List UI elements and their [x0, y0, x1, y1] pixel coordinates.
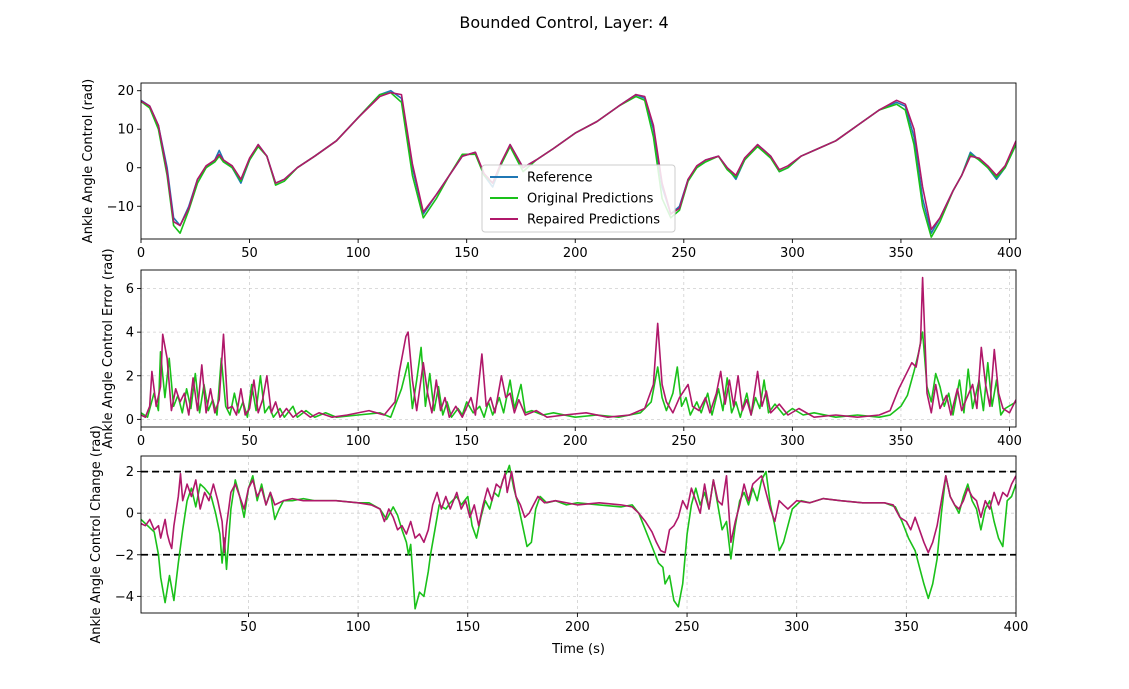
- axes-frame: [140, 455, 1017, 614]
- x-tick-label: 150: [454, 246, 479, 261]
- series-line-original: [141, 464, 1016, 610]
- axes-3: 50 100 150 200 250 300 350 400 −4 −2 0 2 Ankle Angle…: [89, 425, 1028, 657]
- x-tick-label: 100: [346, 620, 371, 635]
- series-group: [141, 276, 1016, 418]
- x-tick-label: 300: [780, 246, 805, 261]
- axes-frame: [140, 269, 1017, 428]
- series-line-repaired: [141, 470, 1016, 554]
- series-line-repaired: [141, 276, 1016, 418]
- x-tick-label: 0: [137, 434, 145, 449]
- y-tick-label: −10: [107, 200, 134, 215]
- x-tick-label: 400: [997, 246, 1022, 261]
- y-axis-label: Ankle Angle Control Error (rad): [101, 248, 116, 448]
- x-tick-label: 350: [889, 246, 914, 261]
- x-axis-label: Time (s): [551, 642, 605, 657]
- series-group: [141, 464, 1016, 610]
- y-tick-label: −2: [115, 548, 134, 563]
- y-tick-label: 20: [117, 84, 134, 99]
- x-tick-label: 250: [675, 620, 700, 635]
- x-tick-label: 350: [889, 434, 914, 449]
- y-tick-label: 10: [117, 123, 134, 138]
- x-tick-label: 200: [563, 246, 588, 261]
- x-tick-label: 50: [241, 434, 258, 449]
- figure-title: Bounded Control, Layer: 4: [459, 13, 668, 32]
- y-axis-label: Ankle Angle Control (rad): [81, 79, 96, 243]
- x-tick-label: 150: [454, 434, 479, 449]
- x-tick-label: 250: [671, 246, 696, 261]
- axes-1: 0 50 100 150 200 250 300 350 400 −10 0 10 20 Ankle An…: [81, 79, 1022, 261]
- y-tick-label: 0: [126, 161, 134, 176]
- x-tick-label: 200: [563, 434, 588, 449]
- x-tick-label: 100: [346, 246, 371, 261]
- y-tick-label: −4: [115, 590, 134, 605]
- x-tick-label: 350: [894, 620, 919, 635]
- x-tick-label: 300: [780, 434, 805, 449]
- y-tick-label: 2: [126, 465, 134, 480]
- series-line-repaired-predictions: [141, 91, 1016, 231]
- legend: Reference Original Predictions Repaired Pr…: [481, 164, 676, 233]
- legend-label: Repaired Predictions: [527, 213, 660, 228]
- y-tick-label: 2: [126, 369, 134, 384]
- legend-label: Original Predictions: [527, 192, 654, 207]
- axes-frame: [140, 82, 1017, 240]
- x-tick-label: 400: [1004, 620, 1029, 635]
- y-tick-label: 6: [126, 282, 134, 297]
- x-tick-label: 300: [784, 620, 809, 635]
- legend-box: [481, 164, 676, 233]
- x-tick-label: 250: [671, 434, 696, 449]
- axes-2: 0 50 100 150 200 250 300 350 400 0 2 4 6 Ankle Angle …: [101, 248, 1022, 449]
- x-tick-label: 400: [997, 434, 1022, 449]
- x-tick-label: 50: [241, 246, 258, 261]
- legend-label: Reference: [527, 171, 592, 186]
- x-tick-label: 150: [455, 620, 480, 635]
- y-axis-label: Ankle Angle Control Change (rad): [89, 425, 104, 643]
- series-line-original: [141, 331, 1016, 418]
- x-tick-label: 100: [346, 434, 371, 449]
- y-tick-label: 0: [126, 507, 134, 522]
- y-tick-label: 0: [126, 413, 134, 428]
- series-group: [141, 89, 1016, 238]
- y-tick-label: 4: [126, 326, 134, 341]
- x-tick-label: 200: [565, 620, 590, 635]
- x-tick-label: 50: [240, 620, 257, 635]
- x-tick-label: 0: [137, 246, 145, 261]
